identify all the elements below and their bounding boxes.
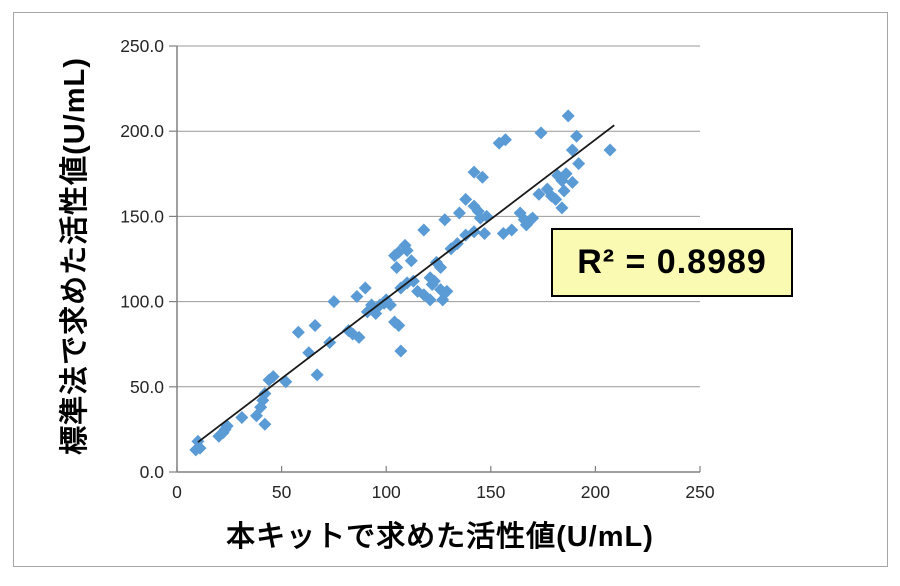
- scatter-point: [400, 243, 414, 257]
- scatter-point: [291, 325, 305, 339]
- scatter-point: [572, 157, 586, 171]
- scatter-point: [350, 289, 364, 303]
- scatter-point: [498, 133, 512, 147]
- scatter-point: [549, 192, 563, 206]
- scatter-point: [417, 223, 431, 237]
- scatter-point: [438, 213, 452, 227]
- scatter-point: [565, 143, 579, 157]
- y-axis-title: 標準法で求めた活性値(U/mL): [59, 57, 91, 455]
- scatter-point: [478, 226, 492, 240]
- y-tick-label: 0.0: [140, 462, 165, 482]
- y-tick-label: 150.0: [120, 206, 164, 226]
- scatter-point: [258, 417, 272, 431]
- scatter-point: [406, 274, 420, 288]
- y-tick-label: 200.0: [120, 121, 164, 141]
- scatter-point: [555, 201, 569, 215]
- scatter-point: [565, 175, 579, 189]
- scatter-point: [526, 211, 540, 225]
- scatter-point: [467, 165, 481, 179]
- scatter-point: [475, 170, 489, 184]
- r-squared-value: R² = 0.8989: [577, 243, 767, 281]
- scatter-point: [559, 167, 573, 181]
- scatter-point: [532, 187, 546, 201]
- scatter-point: [390, 261, 404, 275]
- scatter-point: [235, 410, 249, 424]
- y-tick-label: 100.0: [120, 292, 164, 312]
- scatter-point: [308, 318, 322, 332]
- scatter-point: [603, 143, 617, 157]
- x-tick-label: 150: [476, 482, 505, 502]
- scatter-point: [279, 375, 293, 389]
- scatter-point: [423, 293, 437, 307]
- x-tick-label: 250: [685, 482, 714, 502]
- y-tick-label: 50.0: [130, 377, 164, 397]
- scatter-point: [434, 261, 448, 275]
- x-tick-label: 0: [172, 482, 182, 502]
- scatter-point: [561, 109, 575, 123]
- x-axis-title: 本キットで求めた活性値(U/mL): [226, 521, 654, 553]
- scatter-point: [383, 298, 397, 312]
- x-tick-label: 100: [372, 482, 401, 502]
- scatter-point: [327, 295, 341, 309]
- scatter-point: [452, 206, 466, 220]
- scatter-point: [193, 441, 207, 455]
- scatter-point: [266, 370, 280, 384]
- scatter-point: [557, 184, 571, 198]
- scatter-point: [258, 387, 272, 401]
- r-squared-annotation: R² = 0.8989: [551, 228, 793, 297]
- x-tick-label: 50: [272, 482, 292, 502]
- scatter-point: [440, 284, 454, 298]
- scatter-point: [570, 129, 584, 143]
- scatter-point: [459, 192, 473, 206]
- scatter-point: [358, 281, 372, 295]
- y-tick-label: 250.0: [120, 36, 164, 56]
- scatter-point: [505, 223, 519, 237]
- scatter-point: [423, 271, 437, 285]
- trend-line: [197, 124, 615, 443]
- x-tick-label: 200: [581, 482, 610, 502]
- scatter-point: [392, 245, 406, 259]
- scatter-point: [394, 344, 408, 358]
- scatter-point: [404, 254, 418, 268]
- scatter-point: [551, 169, 565, 183]
- scatter-point: [352, 330, 366, 344]
- scatter-point: [310, 368, 324, 382]
- scatter-point: [534, 126, 548, 140]
- scatter-point: [392, 318, 406, 332]
